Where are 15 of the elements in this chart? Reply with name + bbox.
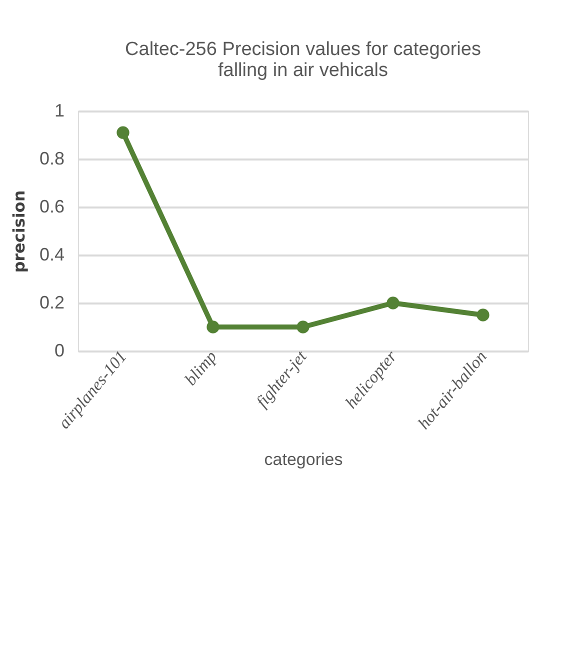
point xyxy=(476,308,490,322)
point xyxy=(296,320,310,334)
y-tick-label: 0.8 xyxy=(39,148,64,168)
text: Caltec-256 Precision values for categories xyxy=(125,39,481,60)
y-axis-title: precision xyxy=(9,190,28,273)
y-tick-label: 0.2 xyxy=(39,292,64,312)
y-tick-label: 0.6 xyxy=(39,196,64,216)
y-tick-label: 0.4 xyxy=(39,244,64,264)
point xyxy=(206,320,220,334)
y-tick-label: 0 xyxy=(54,340,64,360)
x-axis-title: categories xyxy=(264,450,343,470)
point xyxy=(116,126,130,139)
text: falling in air vehicals xyxy=(218,60,388,81)
point xyxy=(386,296,400,310)
y-tick-label: 1 xyxy=(54,100,64,120)
